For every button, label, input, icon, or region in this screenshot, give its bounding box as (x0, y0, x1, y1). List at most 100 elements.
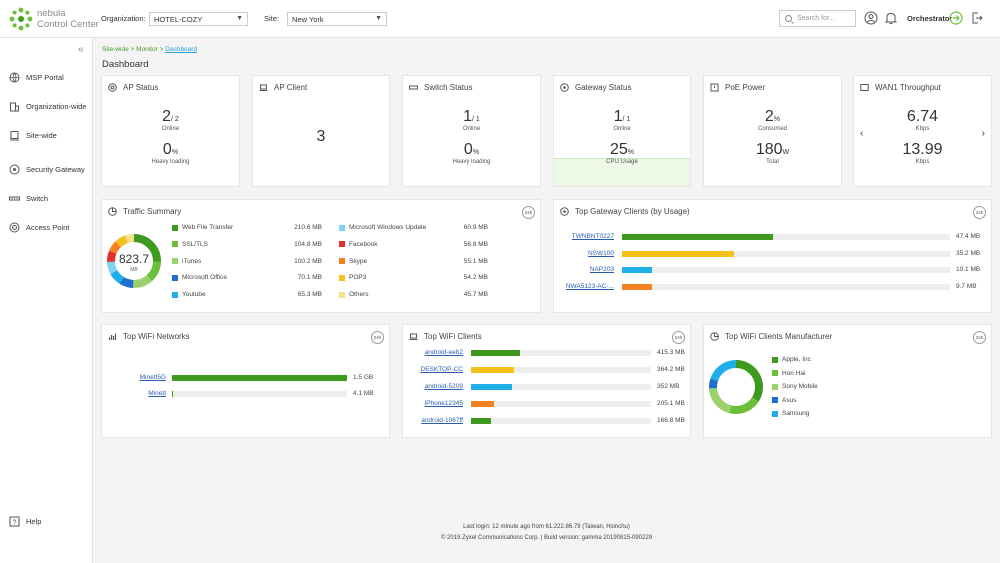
wifi-client-bar-fill[interactable] (471, 350, 520, 356)
time-range-24h-badge[interactable]: 24h (973, 206, 986, 219)
wifi-client-bar-fill[interactable] (471, 367, 515, 373)
sidebar-item-label: Site-wide (26, 130, 57, 140)
legend-swatch (772, 410, 778, 417)
ap-status-card[interactable]: AP Status 2/ 2 Online 0% Heavy loading (101, 75, 240, 187)
wifi-client-name-link[interactable]: android-5209 (424, 383, 463, 390)
gateway-client-name-link[interactable]: NSW100 (587, 249, 614, 257)
sidebar-item-access-point[interactable]: Access Point (9, 220, 69, 234)
breadcrumb-dashboard[interactable]: Dashboard (165, 46, 198, 53)
card-title: Top WiFi Clients (409, 332, 482, 341)
wifi-client-bar-track (471, 367, 651, 373)
legend-value: 104.8 MB (294, 240, 322, 248)
manufacturer-slice-4[interactable] (709, 360, 763, 414)
search-input[interactable]: Search for... (779, 10, 856, 27)
sidebar-item-organization-wide[interactable]: Organization-wide (9, 99, 86, 113)
wan1-throughput-card[interactable]: WAN1 Throughput ‹ › 6.74 Kbps 13.99 Kbps (853, 75, 992, 187)
legend-swatch (772, 397, 778, 403)
organization-select[interactable]: HOTEL-COZY ▼ (149, 12, 248, 26)
sidebar-item-site-wide[interactable]: Site-wide (9, 128, 57, 142)
poe-total-value: 180 (755, 141, 783, 158)
sidebar-item-msp-portal[interactable]: MSP Portal (9, 70, 64, 84)
gateway-client-bar-fill[interactable] (622, 283, 652, 290)
traffic-legend-item[interactable]: Skype (339, 258, 367, 265)
sidebar-item-security-gateway[interactable]: Security Gateway (9, 162, 85, 176)
orchestrator-arrow-icon[interactable] (949, 11, 963, 25)
gateway-client-bar-track (622, 234, 950, 240)
pie-chart-icon (710, 332, 719, 341)
gateway-client-bar-fill[interactable] (622, 267, 652, 273)
top-wifi-manufacturer-card[interactable]: Top WiFi Clients Manufacturer 24h Apple,… (703, 324, 992, 438)
gateway-cpu-stat: 25% CPU Usage (554, 142, 690, 166)
gateway-client-name-link[interactable]: TWNBNT0227 (571, 233, 614, 240)
sidebar-item-switch[interactable]: Switch (9, 191, 48, 205)
top-gateway-clients-card[interactable]: Top Gateway Clients (by Usage) 24h TWNBN… (553, 199, 992, 313)
notification-bell-icon[interactable] (884, 11, 898, 25)
time-range-24h-badge[interactable]: 24h (371, 331, 384, 344)
manufacturer-slice-1[interactable] (709, 360, 763, 414)
wifi-client-value: 166.8 MB (657, 417, 685, 424)
traffic-legend-item[interactable]: Web File Transfer (172, 224, 233, 231)
copyright-info: © 2019 Zyxel Communications Corp. | Buil… (440, 535, 653, 541)
time-range-24h-badge[interactable]: 24h (522, 206, 535, 219)
gateway-client-name-link[interactable]: NAP203 (589, 266, 614, 273)
wifi-network-bar-fill[interactable] (172, 375, 347, 381)
site-select[interactable]: New York ▼ (287, 12, 387, 26)
traffic-legend-item[interactable]: iTunes (172, 258, 201, 265)
switch-status-card[interactable]: Switch Status 1/ 1 Online 0% Heavy loadi… (402, 75, 541, 187)
traffic-summary-card[interactable]: Traffic Summary 24h 823.7 MB Web File Tr… (101, 199, 541, 313)
manufacturer-slice-3[interactable] (709, 360, 763, 414)
gateway-client-bar-fill[interactable] (622, 234, 773, 240)
traffic-slice-2[interactable] (107, 234, 161, 288)
traffic-slice-6[interactable] (107, 234, 161, 288)
time-range-24h-badge[interactable]: 24h (672, 331, 685, 344)
poe-power-card[interactable]: PoE Power 2% Consumed 180W Total (703, 75, 842, 187)
legend-label: Skype (349, 257, 368, 265)
top-wifi-clients-card[interactable]: Top WiFi Clients 24h android-eeb2 415.3 M… (402, 324, 691, 438)
wifi-client-name-link[interactable]: android-1067ff (421, 417, 463, 424)
traffic-legend-item[interactable]: Microsoft Office (172, 274, 227, 281)
time-range-24h-badge[interactable]: 24h (973, 331, 986, 344)
gateway-client-value: 10.1 MB (956, 266, 981, 273)
wifi-client-bar-fill[interactable] (471, 401, 495, 407)
wan1-upload-value: 6.74 (906, 108, 939, 125)
wifi-network-name-link[interactable]: Minett5G (139, 374, 166, 381)
wifi-network-bar-fill[interactable] (172, 391, 173, 397)
manufacturer-legend-item[interactable]: Samsung (772, 410, 809, 417)
gateway-client-bar-fill[interactable] (622, 250, 734, 257)
search-placeholder: Search for... (797, 15, 835, 22)
next-arrow-icon[interactable]: › (981, 128, 985, 139)
breadcrumb-monitor[interactable]: Monitor (136, 46, 158, 53)
previous-arrow-icon[interactable]: ‹ (860, 128, 864, 139)
help-link[interactable]: ? Help (9, 516, 41, 527)
gateway-status-card[interactable]: Gateway Status 1/ 1 Online 25% CPU Usage (553, 75, 691, 187)
manufacturer-legend-item[interactable]: Sony Mobile (772, 383, 818, 390)
traffic-legend-item[interactable]: POP3 (339, 274, 366, 281)
card-title: AP Status (108, 83, 158, 92)
collapse-sidebar-icon[interactable]: « (78, 44, 84, 55)
svg-text:?: ? (13, 520, 17, 527)
wifi-network-name-link[interactable]: Minett (148, 390, 166, 397)
sidebar-item-label: Switch (26, 193, 49, 203)
traffic-legend-item[interactable]: SSL/TLS (172, 241, 208, 248)
gateway-client-name-link[interactable]: NWA5123-AC-... (565, 282, 614, 290)
breadcrumb-site-wide[interactable]: Site-wide (102, 46, 129, 53)
traffic-slice-9[interactable] (107, 234, 161, 288)
nebula-logo-icon[interactable] (8, 6, 34, 32)
ap-online-stat: 2/ 2 Online (102, 109, 239, 133)
logout-icon[interactable] (970, 11, 984, 25)
manufacturer-legend-item[interactable]: Hon Hai (772, 370, 805, 377)
top-wifi-networks-card[interactable]: Top WiFi Networks 24h Minett5G 1.5 GB Mine… (101, 324, 390, 438)
wifi-client-bar-fill[interactable] (471, 384, 513, 390)
wifi-client-bar-fill[interactable] (471, 418, 491, 424)
ap-client-card[interactable]: AP Client 3 (252, 75, 390, 187)
wifi-client-name-link[interactable]: DESKTOP-CC (420, 366, 464, 373)
traffic-legend-item[interactable]: Microsoft Windows Update (339, 224, 426, 231)
user-account-icon[interactable] (864, 11, 878, 25)
wifi-client-name-link[interactable]: android-eeb2 (424, 349, 463, 356)
traffic-legend-item[interactable]: Others (339, 291, 369, 298)
manufacturer-legend-item[interactable]: Asus (772, 397, 796, 404)
wifi-client-name-link[interactable]: iPhone12345 (424, 400, 463, 407)
traffic-legend-item[interactable]: Facebook (339, 241, 378, 248)
traffic-legend-item[interactable]: Youtube (172, 291, 206, 298)
manufacturer-legend-item[interactable]: Apple, Inc (772, 356, 811, 363)
